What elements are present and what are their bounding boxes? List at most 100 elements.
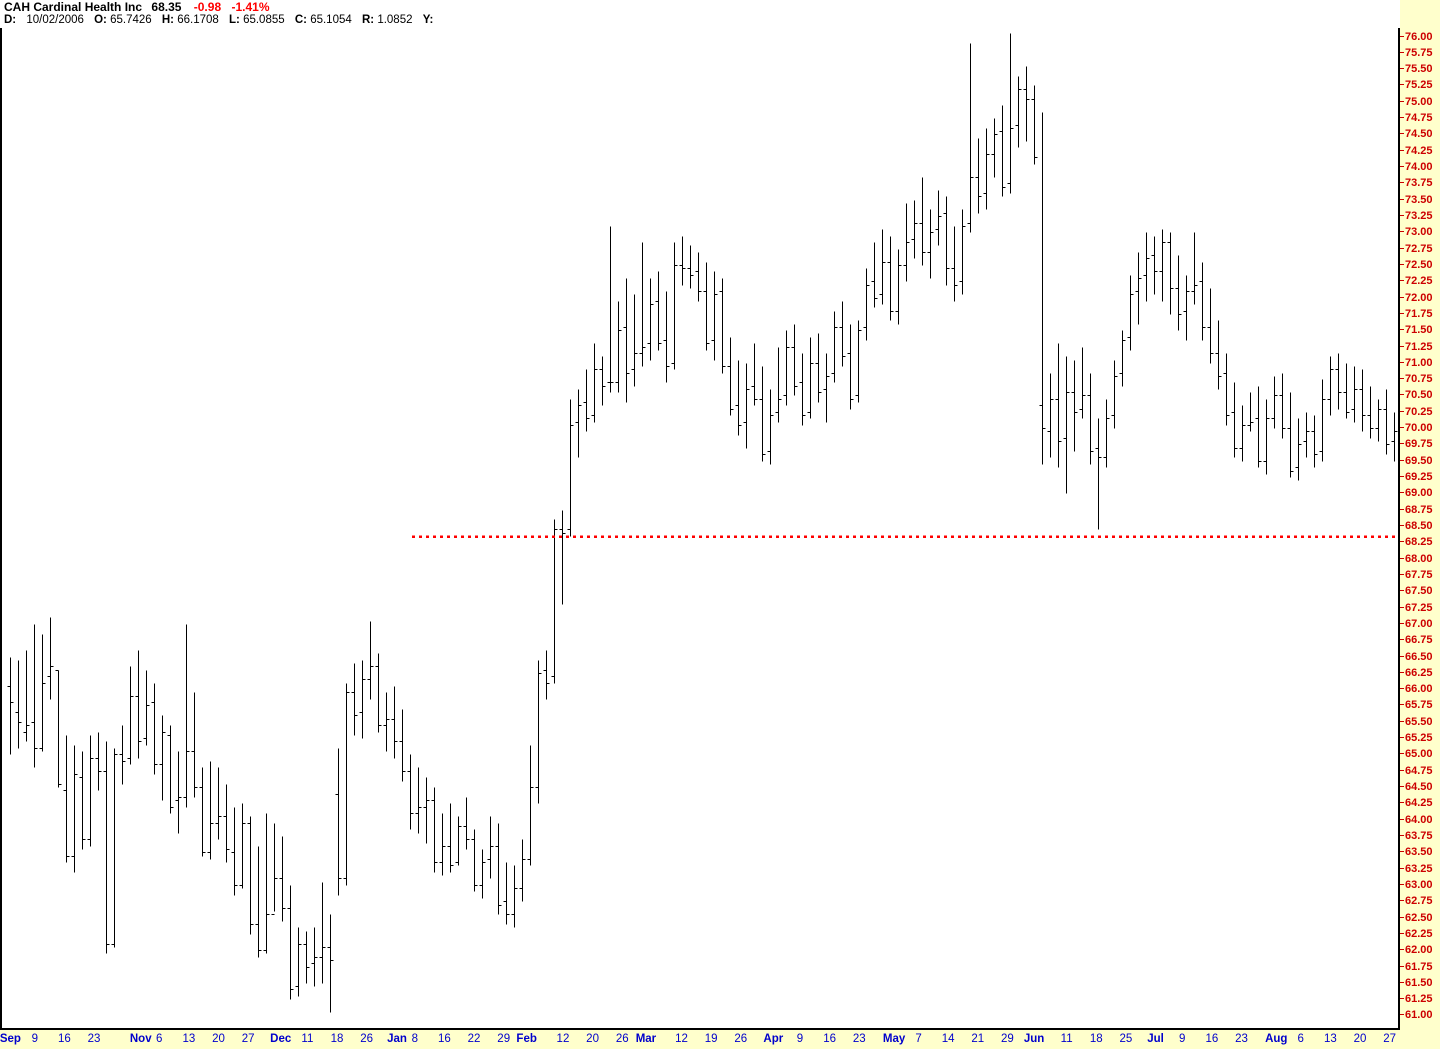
price-axis-tick: 66.00 bbox=[1400, 683, 1440, 695]
price-tick-label: 75.00 bbox=[1405, 95, 1433, 108]
price-axis-tick: 75.00 bbox=[1400, 96, 1440, 108]
ohlc-bar bbox=[759, 366, 766, 462]
price-tick-label: 72.50 bbox=[1405, 258, 1433, 271]
ohlc-bar bbox=[207, 761, 214, 860]
price-tick-mark bbox=[1400, 557, 1404, 559]
price-tick-mark bbox=[1400, 1014, 1404, 1016]
open-label: O: bbox=[94, 14, 107, 26]
price-tick-label: 67.75 bbox=[1405, 568, 1433, 581]
price-axis-tick: 73.75 bbox=[1400, 177, 1440, 189]
ohlc-bar bbox=[567, 399, 574, 537]
price-tick-mark bbox=[1400, 296, 1404, 298]
price-axis-tick: 66.75 bbox=[1400, 634, 1440, 646]
price-tick-label: 63.00 bbox=[1405, 878, 1433, 891]
price-tick-label: 61.50 bbox=[1405, 976, 1433, 989]
date-axis-tick: 27 bbox=[241, 1033, 255, 1045]
ohlc-bar bbox=[1223, 353, 1230, 426]
price-tick-label: 67.25 bbox=[1405, 601, 1433, 614]
ohlc-bar bbox=[1087, 373, 1094, 465]
date-axis-tick: 23 bbox=[852, 1033, 866, 1045]
ohlc-bar bbox=[367, 621, 374, 700]
ohlc-bar bbox=[119, 725, 126, 785]
price-axis-tick: 61.50 bbox=[1400, 977, 1440, 989]
ohlc-bar bbox=[839, 301, 846, 367]
ohlc-bar bbox=[191, 692, 198, 798]
ohlc-bar bbox=[1031, 85, 1038, 165]
date-axis-tick: 6 bbox=[1297, 1033, 1304, 1045]
price-axis-tick: 62.25 bbox=[1400, 928, 1440, 940]
ohlc-bar bbox=[175, 751, 182, 834]
date-axis-tick: 16 bbox=[823, 1033, 837, 1045]
ohlc-bar bbox=[1207, 288, 1214, 364]
ohlc-bar bbox=[423, 777, 430, 844]
price-axis-tick: 72.75 bbox=[1400, 243, 1440, 255]
price-axis-tick: 69.50 bbox=[1400, 455, 1440, 467]
ohlc-bar bbox=[71, 745, 78, 873]
price-axis-tick: 62.50 bbox=[1400, 912, 1440, 924]
price-tick-mark bbox=[1400, 231, 1404, 233]
ohlc-bar bbox=[1167, 232, 1174, 315]
price-tick-label: 64.75 bbox=[1405, 764, 1433, 777]
ohlc-bar bbox=[615, 301, 622, 393]
ohlc-bar bbox=[1383, 389, 1390, 455]
price-tick-label: 62.00 bbox=[1405, 944, 1433, 957]
ohlc-bar bbox=[519, 839, 526, 902]
price-tick-mark bbox=[1400, 443, 1404, 445]
price-axis-tick: 64.25 bbox=[1400, 797, 1440, 809]
ohlc-bar bbox=[319, 882, 326, 984]
price-tick-mark bbox=[1400, 737, 1404, 739]
ohlc-bar bbox=[967, 43, 974, 233]
date-axis-tick: 9 bbox=[1179, 1033, 1186, 1045]
ohlc-bar bbox=[623, 278, 630, 403]
date-axis-tick: 14 bbox=[941, 1033, 955, 1045]
date-axis-tick: Mar bbox=[635, 1033, 657, 1045]
ohlc-bar bbox=[271, 823, 278, 915]
ohlc-bar bbox=[15, 660, 22, 749]
price-tick-label: 62.25 bbox=[1405, 927, 1433, 940]
date-axis-tick: Sep bbox=[0, 1033, 21, 1045]
price-tick-label: 70.75 bbox=[1405, 373, 1433, 386]
chart-plot-area[interactable] bbox=[0, 0, 1400, 1030]
price-tick-mark bbox=[1400, 84, 1404, 86]
ohlc-bar bbox=[1015, 76, 1022, 148]
price-axis[interactable]: 76.00 75.75 75.50 75.25 75.00 74.75 74.50 74.25… bbox=[1400, 0, 1440, 1030]
date-axis-tick: 18 bbox=[1089, 1033, 1103, 1045]
ohlc-bar bbox=[55, 670, 62, 788]
ohlc-bar bbox=[1375, 399, 1382, 442]
ohlc-bar bbox=[223, 784, 230, 863]
ohlc-bar bbox=[439, 813, 446, 876]
low-label: L: bbox=[229, 14, 240, 26]
price-tick-label: 65.00 bbox=[1405, 748, 1433, 761]
ohlc-bar bbox=[1279, 373, 1286, 439]
ohlc-bar bbox=[1175, 255, 1182, 331]
price-tick-label: 68.50 bbox=[1405, 520, 1433, 532]
ohlc-bar bbox=[383, 692, 390, 752]
price-axis-tick: 67.50 bbox=[1400, 585, 1440, 597]
high-value: 66.1708 bbox=[177, 14, 219, 26]
ohlc-bar bbox=[95, 732, 102, 791]
ohlc-bar bbox=[263, 813, 270, 954]
ohlc-bar bbox=[1007, 33, 1014, 194]
ohlc-bar bbox=[1071, 360, 1078, 452]
date-axis-tick: 27 bbox=[1383, 1033, 1397, 1045]
price-axis-tick: 64.75 bbox=[1400, 765, 1440, 777]
price-tick-mark bbox=[1400, 916, 1404, 918]
ohlc-bar bbox=[327, 914, 334, 1013]
price-tick-mark bbox=[1400, 149, 1404, 151]
price-axis-tick: 75.75 bbox=[1400, 47, 1440, 59]
date-axis-tick: 26 bbox=[615, 1033, 629, 1045]
price-axis-tick: 69.00 bbox=[1400, 487, 1440, 499]
ohlc-bar bbox=[959, 209, 966, 295]
price-axis-tick: 74.50 bbox=[1400, 128, 1440, 140]
price-tick-label: 74.00 bbox=[1405, 161, 1433, 174]
date-axis-tick: Aug bbox=[1265, 1033, 1288, 1045]
date-axis[interactable]: Sep 9 16 23 Nov 6 13 20 27 Dec 11 18 26 Jan 8 16 22 29 Feb… bbox=[0, 1030, 1440, 1049]
price-tick-label: 65.25 bbox=[1405, 732, 1433, 745]
price-tick-mark bbox=[1400, 932, 1404, 934]
ohlc-bar bbox=[743, 363, 750, 449]
price-axis-tick: 65.75 bbox=[1400, 699, 1440, 711]
price-tick-label: 70.50 bbox=[1405, 389, 1433, 402]
price-tick-mark bbox=[1400, 851, 1404, 853]
price-tick-mark bbox=[1400, 263, 1404, 265]
